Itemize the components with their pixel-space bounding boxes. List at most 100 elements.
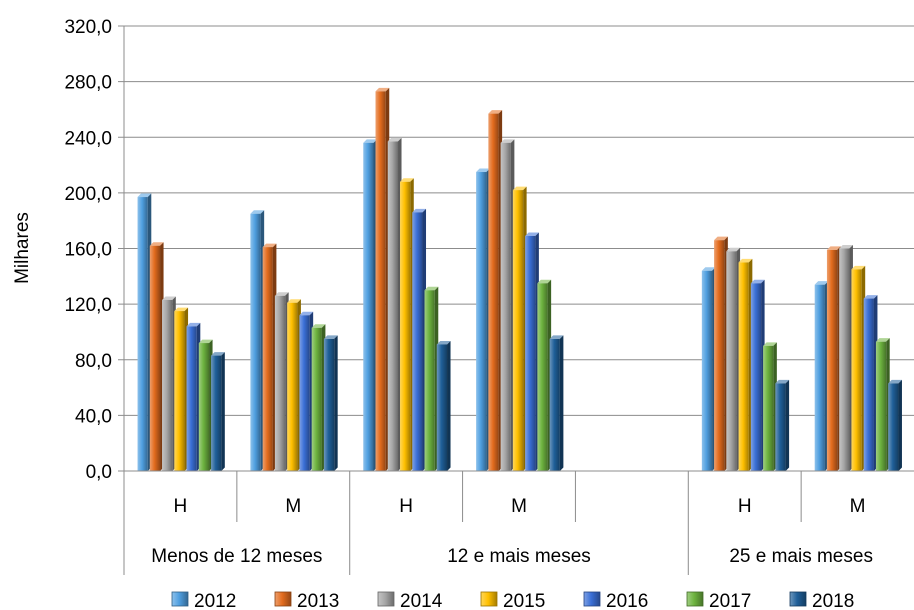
x-group-label: 12 e mais meses — [447, 546, 591, 567]
y-tick-label: 320,0 — [64, 17, 112, 38]
legend-swatch — [480, 591, 498, 607]
legend-item: 2015 — [480, 591, 545, 610]
legend-label: 2012 — [194, 591, 236, 610]
bar-front — [726, 251, 737, 471]
bar — [476, 168, 490, 471]
bar-top — [537, 279, 552, 284]
bar-top — [839, 245, 853, 249]
bar-front — [512, 190, 524, 471]
bar-top — [287, 299, 301, 303]
bar-front — [174, 311, 185, 471]
bar — [323, 335, 338, 471]
bar-top — [198, 339, 213, 344]
legend-label: 2018 — [812, 591, 854, 610]
bar-front — [500, 142, 511, 471]
bar-front — [775, 383, 786, 471]
x-category-label: M — [850, 496, 866, 517]
bar-top — [299, 311, 314, 316]
x-category-label: M — [511, 496, 527, 517]
bar-top — [375, 87, 390, 92]
bar-side — [334, 335, 338, 471]
legend-swatch — [583, 591, 601, 607]
bar-front — [363, 142, 374, 471]
bar — [149, 242, 164, 471]
x-category-label: H — [399, 496, 413, 517]
bar-front — [262, 247, 273, 471]
bar — [839, 245, 853, 471]
bar — [701, 267, 716, 471]
bar-side — [221, 352, 225, 471]
x-category-label: H — [738, 496, 752, 517]
bar — [400, 178, 414, 471]
bar — [274, 292, 289, 471]
bar-top — [488, 110, 503, 114]
bar-top — [549, 335, 564, 339]
bar-top — [323, 335, 338, 339]
bar — [826, 246, 841, 471]
bar — [775, 379, 790, 471]
bar-top — [500, 139, 515, 143]
bar — [262, 243, 277, 471]
bar — [750, 279, 765, 471]
bar — [888, 379, 902, 471]
legend-item: 2014 — [377, 591, 443, 610]
bar-top — [436, 340, 451, 345]
bar — [814, 281, 829, 471]
bar-top — [726, 247, 741, 252]
bar — [287, 299, 301, 471]
bar-front — [299, 315, 310, 471]
bar-top — [363, 139, 378, 143]
bar-top — [211, 352, 225, 356]
bar — [500, 139, 515, 471]
bar — [299, 311, 314, 471]
legend-item: 2018 — [789, 591, 854, 610]
y-tick-label: 120,0 — [64, 295, 112, 316]
bar-front — [750, 283, 762, 471]
y-tick-labels: 0,0 40,0 80,0 120,0 160,0 200,0 240,0 280,0 320,… — [64, 17, 112, 483]
bar-top — [750, 279, 765, 284]
bar — [311, 324, 326, 471]
bar — [198, 339, 213, 471]
bar-front — [186, 326, 197, 471]
bar-side — [898, 379, 902, 471]
bar-front — [198, 343, 210, 471]
bar-front — [400, 181, 411, 471]
bar-front — [488, 113, 499, 471]
bar-side — [559, 335, 564, 471]
bar-front — [714, 240, 725, 471]
bar-top — [775, 379, 790, 384]
bar-front — [162, 299, 173, 471]
y-tick-label: 200,0 — [64, 184, 112, 205]
x-group-label: 25 e mais meses — [729, 546, 873, 567]
legend-label: 2016 — [606, 591, 648, 610]
bar — [162, 296, 176, 471]
y-axis-label: Milhares — [12, 212, 33, 284]
bar — [363, 139, 378, 471]
y-tick-label: 280,0 — [64, 73, 112, 94]
bar-side — [447, 340, 451, 471]
legend-swatch — [377, 591, 395, 607]
bar-top — [875, 338, 890, 342]
x-category-label: M — [285, 496, 301, 517]
bar — [875, 338, 890, 471]
legend-label: 2017 — [709, 591, 751, 610]
bar-top — [311, 324, 326, 328]
bar-front — [323, 338, 335, 471]
bar-top — [174, 307, 189, 312]
bar-front — [424, 290, 435, 471]
y-tick-label: 80,0 — [75, 351, 112, 372]
bar-front — [888, 383, 899, 471]
bar-top — [888, 379, 902, 384]
legend-swatch — [274, 591, 292, 607]
bar-top — [162, 296, 176, 300]
bar-front — [826, 249, 838, 471]
bar — [424, 286, 439, 471]
bar-front — [763, 345, 774, 471]
bar — [738, 258, 753, 471]
bar-front — [851, 269, 862, 471]
bar-top — [851, 265, 866, 270]
bar-front — [839, 248, 850, 471]
bar — [726, 247, 741, 471]
bar-front — [701, 270, 713, 471]
